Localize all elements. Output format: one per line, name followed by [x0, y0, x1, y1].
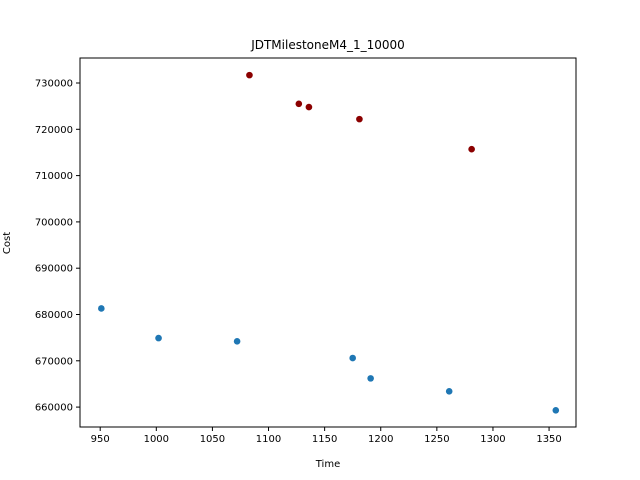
x-tick-label: 1000: [144, 434, 169, 445]
scatter-point-series-2: [356, 115, 363, 123]
y-tick-label: 670000: [35, 356, 73, 367]
y-tick-label: 660000: [35, 403, 73, 414]
x-tick-label: 1350: [536, 434, 561, 445]
y-tick-label: 730000: [35, 79, 73, 90]
scatter-point-series-2: [246, 71, 253, 79]
x-tick-label: 1200: [368, 434, 393, 445]
y-tick-label: 690000: [35, 264, 73, 275]
scatter-point-series-1: [98, 305, 105, 312]
scatter-point-series-2: [468, 145, 475, 153]
x-axis-label: Time: [315, 459, 340, 470]
x-tick-label: 1250: [424, 434, 449, 445]
y-tick-label: 700000: [35, 217, 73, 228]
scatter-point-series-1: [233, 338, 241, 345]
y-axis-label: Cost: [2, 232, 13, 254]
y-tick-label: 720000: [35, 125, 73, 136]
x-tick-label: 1150: [312, 434, 337, 445]
scatter-point-series-1: [349, 354, 356, 362]
y-tick-label: 680000: [35, 310, 73, 321]
scatter-point-series-1: [155, 334, 162, 342]
scatter-point-series-2: [295, 100, 303, 108]
scatter-point-series-2: [305, 103, 313, 111]
scatter-point-series-1: [552, 407, 560, 414]
axis-ticks: 950 1000 1050 1100 1150 1200 1250 1300 1350 66000…: [35, 79, 562, 445]
x-tick-label: 1050: [200, 434, 225, 445]
scatter-point-series-1: [367, 375, 374, 382]
x-tick-label: 950: [91, 434, 110, 445]
data-points: [98, 71, 560, 414]
plot-frame: [79, 57, 577, 428]
y-tick-label: 710000: [35, 171, 73, 182]
scatter-point-series-1: [445, 388, 453, 395]
x-tick-label: 1100: [256, 434, 281, 445]
x-tick-label: 1300: [480, 434, 505, 445]
chart-title: JDTMilestoneM4_1_10000: [250, 38, 405, 52]
